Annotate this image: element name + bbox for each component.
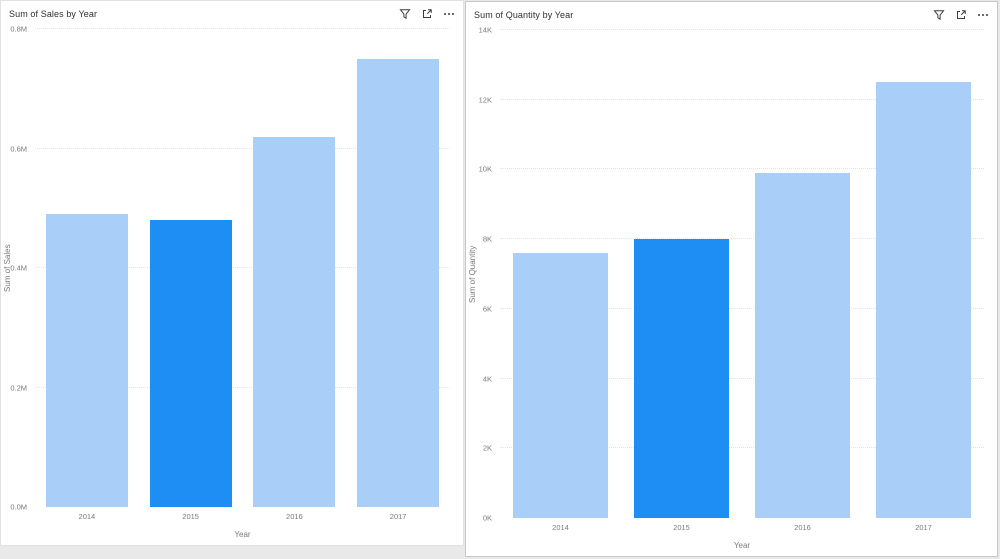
bar-2017[interactable] <box>875 82 972 518</box>
visual-header: Sum of Sales by Year <box>1 1 463 23</box>
bar-2016[interactable] <box>253 136 336 507</box>
gridline <box>35 267 450 268</box>
bar-series <box>500 30 984 518</box>
bar-column <box>500 30 621 518</box>
y-tick-label: 0.8M <box>10 24 27 34</box>
gridline <box>35 147 450 149</box>
gridlines <box>35 28 450 507</box>
y-tick-label: 0.4M <box>10 263 27 273</box>
gridline <box>35 28 450 29</box>
y-tick-label: 8K <box>482 234 492 244</box>
bar-2015[interactable] <box>633 239 730 518</box>
bar-2014[interactable] <box>512 253 609 518</box>
bar-2017[interactable] <box>357 58 440 507</box>
y-tick-label: 4K <box>482 374 492 384</box>
gridline <box>500 29 984 30</box>
bar-column <box>139 29 243 507</box>
y-tick-label: 6K <box>482 304 492 314</box>
x-axis-title: Year <box>733 541 751 550</box>
visual-toolbar <box>398 8 455 21</box>
y-tick-label: 2K <box>482 443 492 453</box>
y-tick-label: 0.0M <box>10 502 27 512</box>
bar-series <box>35 29 450 507</box>
x-axis: 2014 2015 2016 2017 <box>35 512 450 523</box>
more-options-icon[interactable] <box>442 8 455 21</box>
gridlines <box>500 29 984 518</box>
y-axis: 0K 2K 4K 6K 8K 10K 12K 14K <box>466 26 497 523</box>
x-tick-label: 2017 <box>389 512 407 521</box>
visual-toolbar <box>932 9 989 22</box>
gridline <box>500 377 984 379</box>
x-tick-label: 2014 <box>78 512 96 521</box>
y-tick-label: 12K <box>478 95 492 105</box>
y-tick-label: 14K <box>478 25 492 35</box>
gridline <box>500 238 984 240</box>
bar-column <box>621 30 742 518</box>
gridline <box>500 307 984 309</box>
plot-area <box>35 28 450 507</box>
bar-2016[interactable] <box>754 172 851 518</box>
bar-2015[interactable] <box>149 220 232 507</box>
gridline <box>500 98 984 100</box>
filter-icon[interactable] <box>932 9 945 22</box>
visual-title: Sum of Quantity by Year <box>474 10 574 20</box>
x-tick-label: 2014 <box>552 523 569 532</box>
x-axis: 2014 2015 2016 2017 <box>500 523 984 534</box>
visual-header: Sum of Quantity by Year <box>466 2 997 24</box>
plot-area <box>500 29 984 518</box>
bar-column <box>346 29 450 507</box>
bar-column <box>243 29 347 507</box>
bar-2014[interactable] <box>45 214 128 507</box>
quantity-by-year-visual[interactable]: Sum of Quantity by Year Sum of Quantity … <box>465 1 998 557</box>
x-tick-label: 2015 <box>182 512 199 521</box>
focus-mode-icon[interactable] <box>420 8 433 21</box>
filter-icon[interactable] <box>398 8 411 21</box>
y-tick-label: 0.2M <box>10 383 27 392</box>
visual-title: Sum of Sales by Year <box>9 9 98 19</box>
x-tick-label: 2016 <box>286 512 303 521</box>
gridline <box>500 447 984 449</box>
x-tick-label: 2015 <box>673 523 690 532</box>
bar-column <box>35 29 139 507</box>
gridline <box>35 386 450 388</box>
sales-by-year-visual[interactable]: Sum of Sales by Year Sum of Sales 0.0M 0.… <box>0 0 464 546</box>
x-tick-label: 2016 <box>794 523 811 532</box>
y-tick-label: 10K <box>478 164 492 174</box>
bar-column <box>742 30 863 518</box>
gridline <box>500 168 984 170</box>
bar-column <box>863 30 984 518</box>
y-tick-label: 0.6M <box>10 144 27 153</box>
x-axis-title: Year <box>234 530 251 539</box>
x-tick-label: 2017 <box>915 523 932 532</box>
more-options-icon[interactable] <box>976 9 989 22</box>
y-axis: 0.0M 0.2M 0.4M 0.6M 0.8M <box>1 25 32 512</box>
focus-mode-icon[interactable] <box>954 9 967 22</box>
y-tick-label: 0K <box>482 513 492 523</box>
